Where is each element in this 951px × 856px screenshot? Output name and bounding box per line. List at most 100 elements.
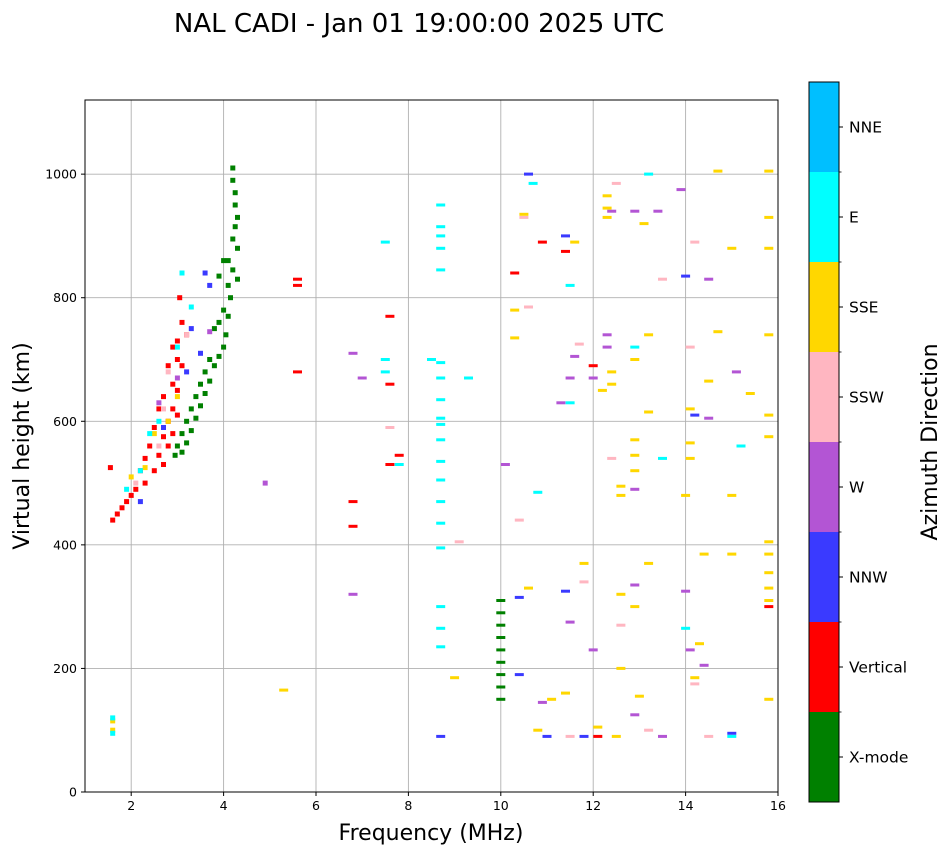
colorbar-label: SSW (849, 389, 884, 407)
data-point-vertical (170, 344, 176, 350)
data-point-sse (616, 666, 626, 670)
data-point-e (156, 418, 162, 424)
data-point-e (436, 416, 446, 420)
data-point-x-mode (235, 245, 240, 251)
plot-background (85, 100, 778, 792)
data-point-w (357, 376, 367, 380)
data-point-ssw (454, 540, 464, 544)
data-point-vertical (174, 357, 180, 362)
y-tick-label: 0 (69, 785, 77, 800)
data-point-sse (727, 552, 737, 556)
data-point-sse (630, 605, 640, 609)
data-point-sse (533, 728, 543, 732)
chart-title: NAL CADI - Jan 01 19:00:00 2025 UTC (174, 9, 664, 39)
data-point-sse (681, 493, 691, 497)
data-point-ssw (644, 728, 654, 732)
data-point-e (436, 225, 446, 229)
colorbar-ticks: X-mode Vertical NNW W SSW SSE E NNE (839, 119, 908, 767)
x-axis-label: Frequency (MHz) (339, 821, 524, 846)
data-point-x-mode (221, 258, 227, 264)
data-point-x-mode (174, 443, 180, 449)
data-point-sse (602, 206, 612, 210)
data-point-e (436, 422, 446, 426)
data-point-w (588, 376, 598, 380)
data-point-w (658, 734, 667, 738)
data-point-e (436, 234, 446, 238)
data-point-ssw (704, 734, 714, 738)
data-point-sse (745, 392, 755, 395)
data-point-x-mode (184, 440, 190, 446)
data-point-sse (547, 697, 557, 701)
data-point-w (156, 400, 162, 406)
data-point-w (630, 713, 640, 717)
data-point-sse (764, 435, 774, 439)
data-point-nnw (514, 595, 524, 599)
data-point-ssw (519, 215, 529, 219)
data-point-vertical (385, 382, 395, 386)
data-point-sse (764, 333, 774, 337)
data-point-vertical (510, 271, 520, 275)
data-point-w (588, 648, 598, 652)
data-point-x-mode (221, 307, 227, 313)
data-point-vertical (348, 500, 358, 504)
data-point-vertical (151, 425, 157, 430)
data-point-vertical (114, 511, 120, 517)
data-point-x-mode (232, 224, 238, 230)
data-point-sse (764, 571, 774, 575)
data-point-sse (279, 688, 289, 692)
data-point-x-mode (188, 428, 194, 434)
data-point-vertical (593, 734, 603, 738)
colorbar-frame (808, 81, 840, 803)
data-point-nnw (727, 731, 737, 735)
data-point-w (500, 463, 510, 466)
data-point-sse (704, 379, 714, 383)
data-point-nnw (542, 734, 552, 738)
data-point-x-mode (198, 381, 203, 387)
data-point-x-mode (225, 282, 231, 288)
data-point-sse (110, 727, 116, 733)
colorbar-block-x-mode (809, 712, 839, 802)
y-tick-label: 200 (53, 661, 77, 676)
data-point-ssw (514, 518, 524, 522)
data-point-ssw (607, 456, 617, 460)
data-point-x-mode (202, 391, 208, 396)
data-point-w (704, 277, 714, 281)
data-point-w (630, 487, 640, 491)
data-point-w (556, 401, 566, 405)
data-point-e (436, 459, 446, 463)
data-point-sse (630, 358, 640, 361)
data-point-sse (630, 438, 640, 442)
colorbar-block-e (809, 172, 839, 262)
data-point-vertical (174, 412, 180, 418)
data-point-e (464, 376, 473, 380)
data-point-w (570, 354, 580, 358)
data-point-e (436, 605, 446, 609)
data-point-sse (690, 676, 700, 680)
data-point-vertical (147, 443, 153, 449)
data-point-e (394, 463, 404, 466)
data-point-sse (713, 330, 723, 334)
data-point-x-mode (496, 611, 506, 615)
data-point-e (179, 270, 185, 276)
data-point-vertical (537, 240, 547, 244)
data-point-ssw (685, 345, 695, 349)
data-point-x-mode (193, 394, 199, 400)
data-point-sse (602, 194, 612, 198)
data-point-e (110, 730, 116, 736)
data-point-vertical (151, 468, 157, 474)
colorbar-block-w (809, 442, 839, 532)
data-point-nnw (514, 673, 524, 677)
data-point-e (137, 468, 143, 474)
plot-area (84, 99, 779, 793)
data-point-w (731, 370, 741, 374)
data-point-w (681, 589, 691, 593)
data-point-x-mode (228, 295, 233, 301)
data-point-sse (764, 599, 774, 602)
grid-lines (85, 100, 779, 793)
data-point-sse (593, 725, 603, 729)
data-point-nnw (202, 270, 208, 276)
data-point-vertical (161, 394, 166, 400)
data-point-e (436, 500, 446, 504)
data-point-vertical (170, 406, 176, 412)
data-point-vertical (293, 370, 302, 374)
